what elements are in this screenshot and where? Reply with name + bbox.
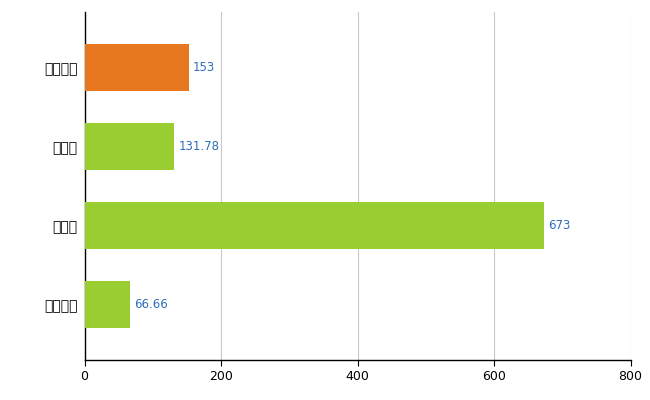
Text: 131.78: 131.78 (179, 140, 220, 153)
Bar (84, 123, 174, 170)
Text: 673: 673 (548, 219, 570, 232)
Text: 66.66: 66.66 (134, 298, 168, 311)
Bar (84, 202, 544, 249)
Bar (84, 44, 189, 91)
Text: 153: 153 (193, 61, 215, 74)
Bar (84, 281, 130, 328)
